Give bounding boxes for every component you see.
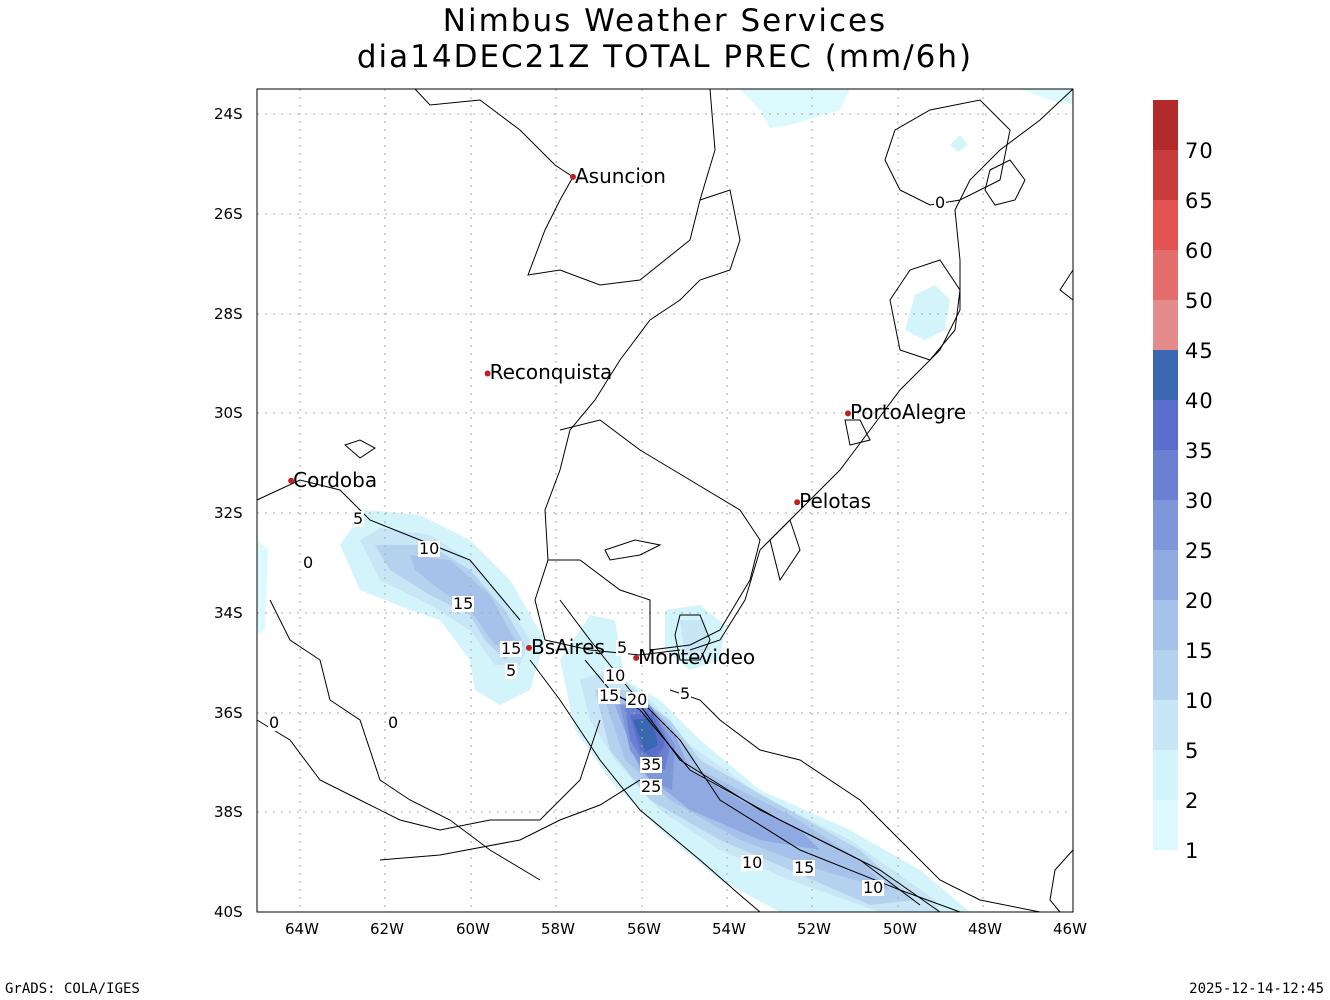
precip-fill bbox=[257, 89, 1073, 912]
contour-label: 10 bbox=[862, 878, 885, 897]
colorbar-label: 45 bbox=[1185, 339, 1214, 363]
colorbar-swatch bbox=[1153, 700, 1178, 750]
colorbar-label: 20 bbox=[1185, 589, 1214, 613]
colorbar-label: 35 bbox=[1185, 439, 1214, 463]
contour-label: 15 bbox=[500, 639, 523, 658]
contour-label: 20 bbox=[626, 690, 649, 709]
footer-credit: GrADS: COLA/IGES bbox=[5, 981, 140, 997]
contour-label: 15 bbox=[452, 594, 475, 613]
lon-tick: 50W bbox=[883, 920, 917, 938]
precip-area-coast bbox=[905, 285, 950, 340]
city-label-cordoba: Cordoba bbox=[293, 467, 378, 492]
contour-label: 0 bbox=[387, 713, 400, 732]
grid-lines bbox=[257, 89, 1073, 912]
city-label-montevideo: Montevideo bbox=[638, 644, 756, 669]
colorbar-label: 60 bbox=[1185, 239, 1214, 263]
lon-tick: 60W bbox=[456, 920, 490, 938]
colorbar-label: 65 bbox=[1185, 189, 1214, 213]
colorbar-swatch bbox=[1153, 250, 1178, 300]
colorbar-label: 40 bbox=[1185, 389, 1214, 413]
colorbar-swatch bbox=[1153, 750, 1178, 800]
contour-label: 10 bbox=[741, 853, 764, 872]
chart-subtitle: dia14DEC21Z TOTAL PREC (mm/6h) bbox=[356, 39, 974, 75]
colorbar-swatch bbox=[1153, 650, 1178, 700]
contour-label: 0 bbox=[302, 553, 315, 572]
contour-label: 10 bbox=[604, 666, 627, 685]
city-marker-pelotas bbox=[794, 499, 801, 506]
lat-tick: 34S bbox=[214, 604, 243, 622]
contour-label: 5 bbox=[679, 684, 692, 703]
city-label-asuncion: Asuncion bbox=[574, 163, 666, 188]
colorbar-swatch bbox=[1153, 100, 1178, 150]
contour-label: 35 bbox=[640, 755, 663, 774]
colorbar-swatch bbox=[1153, 450, 1178, 500]
footer-timestamp: 2025-12-14-12:45 bbox=[1189, 981, 1324, 997]
city-marker-cordoba bbox=[288, 477, 295, 484]
colorbar-swatch bbox=[1153, 800, 1178, 850]
lon-tick: 48W bbox=[968, 920, 1002, 938]
colorbar-swatch bbox=[1153, 350, 1178, 400]
lat-tick: 28S bbox=[214, 305, 243, 323]
contour-label: 5 bbox=[352, 509, 365, 528]
precip-area-ne2 bbox=[950, 135, 968, 152]
lon-tick: 54W bbox=[712, 920, 746, 938]
city-label-pelotas: Pelotas bbox=[799, 489, 872, 514]
city-marker-bsaires bbox=[525, 644, 532, 651]
contour-label: 10 bbox=[418, 539, 441, 558]
colorbar-label: 50 bbox=[1185, 289, 1214, 313]
colorbar-swatch bbox=[1153, 500, 1178, 550]
contour-label: 0 bbox=[934, 193, 947, 212]
colorbar-label: 15 bbox=[1185, 639, 1214, 663]
precip-area-west bbox=[257, 540, 268, 635]
lat-tick: 40S bbox=[214, 903, 243, 921]
city-label-reconquista: Reconquista bbox=[489, 360, 613, 385]
colorbar-label: 5 bbox=[1185, 739, 1200, 763]
lat-tick: 36S bbox=[214, 704, 243, 722]
lat-tick: 38S bbox=[214, 803, 243, 821]
precip-area-north bbox=[740, 89, 850, 128]
lon-tick: 64W bbox=[285, 920, 319, 938]
lon-tick: 46W bbox=[1053, 920, 1087, 938]
map-frame bbox=[256, 88, 1074, 913]
city-markers bbox=[288, 173, 851, 661]
colorbar-label: 30 bbox=[1185, 489, 1214, 513]
colorbar-label: 10 bbox=[1185, 689, 1214, 713]
city-marker-reconquista bbox=[484, 370, 491, 377]
contour-label: 5 bbox=[505, 661, 518, 680]
city-marker-montevideo bbox=[633, 654, 640, 661]
colorbar-label: 70 bbox=[1185, 139, 1214, 163]
colorbar-label: 2 bbox=[1185, 789, 1200, 813]
colorbar-swatch bbox=[1153, 400, 1178, 450]
contour-label: 25 bbox=[640, 777, 663, 796]
colorbar-swatch bbox=[1153, 150, 1178, 200]
colorbar-swatch bbox=[1153, 200, 1178, 250]
lon-tick: 52W bbox=[797, 920, 831, 938]
colorbar-swatch bbox=[1153, 600, 1178, 650]
lon-tick: 58W bbox=[541, 920, 575, 938]
contour-label: 5 bbox=[616, 638, 629, 657]
lat-tick: 26S bbox=[214, 205, 243, 223]
colorbar-label: 1 bbox=[1185, 839, 1200, 863]
lat-tick: 24S bbox=[214, 105, 243, 123]
colorbar-swatch bbox=[1153, 300, 1178, 350]
lat-tick: 30S bbox=[214, 404, 243, 422]
lat-tick: 32S bbox=[214, 504, 243, 522]
contour-label: 0 bbox=[268, 713, 281, 732]
city-marker-asuncion bbox=[569, 173, 576, 180]
colorbar-swatch bbox=[1153, 550, 1178, 600]
contour-label: 15 bbox=[793, 858, 816, 877]
city-marker-portoalegre bbox=[844, 410, 851, 417]
lon-tick: 56W bbox=[627, 920, 661, 938]
colorbar-label: 25 bbox=[1185, 539, 1214, 563]
chart-title: Nimbus Weather Services bbox=[442, 3, 888, 39]
lon-tick: 62W bbox=[370, 920, 404, 938]
coastlines-borders bbox=[344, 88, 1074, 913]
contour-label: 15 bbox=[598, 686, 621, 705]
city-label-portoalegre: PortoAlegre bbox=[849, 400, 967, 425]
city-label-bsaires: BsAires bbox=[530, 634, 605, 659]
